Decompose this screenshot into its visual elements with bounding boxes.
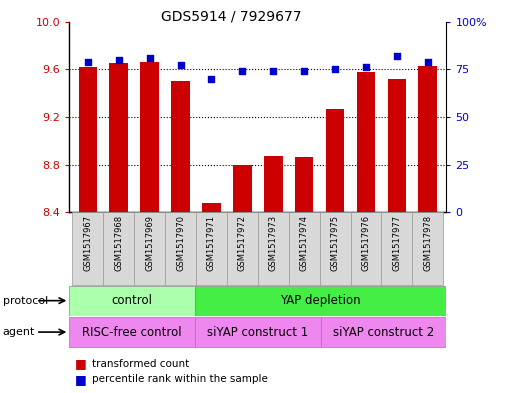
Point <box>84 59 92 65</box>
Text: GSM1517969: GSM1517969 <box>145 215 154 271</box>
Bar <box>134 212 165 285</box>
Bar <box>321 317 446 347</box>
Bar <box>227 212 258 285</box>
Point <box>269 68 278 74</box>
Bar <box>357 72 375 212</box>
Bar <box>258 212 289 285</box>
Text: GSM1517972: GSM1517972 <box>238 215 247 271</box>
Bar <box>412 212 443 285</box>
Point <box>362 64 370 70</box>
Bar <box>165 212 196 285</box>
Point <box>393 53 401 59</box>
Text: RISC-free control: RISC-free control <box>82 325 182 339</box>
Bar <box>69 317 195 347</box>
Text: transformed count: transformed count <box>92 358 190 369</box>
Text: GSM1517971: GSM1517971 <box>207 215 216 271</box>
Text: siYAP construct 2: siYAP construct 2 <box>333 325 434 339</box>
Text: GSM1517967: GSM1517967 <box>83 215 92 271</box>
Bar <box>326 108 344 212</box>
Bar <box>78 67 97 212</box>
Point <box>176 62 185 69</box>
Bar <box>195 317 321 347</box>
Text: control: control <box>112 294 152 307</box>
Bar <box>196 212 227 285</box>
Bar <box>69 286 195 316</box>
Text: protocol: protocol <box>3 296 48 306</box>
Bar <box>350 212 381 285</box>
Bar <box>295 158 313 212</box>
Point <box>424 59 432 65</box>
Bar <box>109 63 128 212</box>
Point <box>114 57 123 63</box>
Text: GDS5914 / 7929677: GDS5914 / 7929677 <box>161 10 301 24</box>
Bar <box>289 212 320 285</box>
Bar <box>419 66 437 212</box>
Text: GSM1517973: GSM1517973 <box>269 215 278 271</box>
Bar <box>195 286 446 316</box>
Bar <box>264 156 283 212</box>
Bar <box>381 212 412 285</box>
Text: GSM1517968: GSM1517968 <box>114 215 123 271</box>
Text: GSM1517975: GSM1517975 <box>330 215 340 271</box>
Bar <box>72 212 103 285</box>
Point <box>207 75 215 82</box>
Point <box>300 68 308 74</box>
Bar <box>388 79 406 212</box>
Bar <box>202 203 221 212</box>
Point <box>331 66 339 72</box>
Bar <box>320 212 350 285</box>
Text: GSM1517970: GSM1517970 <box>176 215 185 271</box>
Text: agent: agent <box>3 327 35 337</box>
Text: YAP depletion: YAP depletion <box>280 294 361 307</box>
Point <box>238 68 246 74</box>
Bar <box>141 62 159 212</box>
Text: percentile rank within the sample: percentile rank within the sample <box>92 374 268 384</box>
Text: GSM1517976: GSM1517976 <box>362 215 370 271</box>
Bar <box>171 81 190 212</box>
Text: GSM1517974: GSM1517974 <box>300 215 309 271</box>
Point <box>146 55 154 61</box>
Text: ■: ■ <box>74 357 86 370</box>
Text: siYAP construct 1: siYAP construct 1 <box>207 325 308 339</box>
Bar <box>103 212 134 285</box>
Text: GSM1517978: GSM1517978 <box>423 215 432 271</box>
Bar <box>233 165 251 212</box>
Text: ■: ■ <box>74 373 86 386</box>
Text: GSM1517977: GSM1517977 <box>392 215 401 271</box>
